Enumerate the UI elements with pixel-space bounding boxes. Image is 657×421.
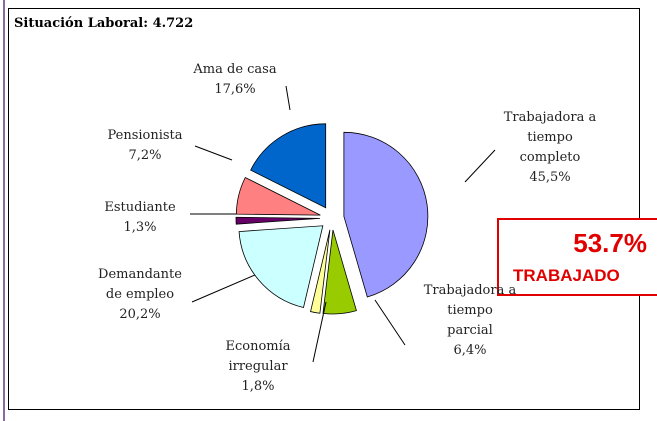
slice-label: Trabajadora a tiempo completo 45,5% [504, 108, 597, 188]
annotation-text: TRABAJADO [513, 266, 620, 285]
pie-slice [322, 229, 357, 315]
slice-value: 1,8% [241, 379, 275, 394]
slice-value: 45,5% [529, 170, 571, 185]
slice-value: 20,2% [119, 307, 161, 322]
pie-slice [235, 216, 321, 225]
slice-label: Pensionista 7,2% [107, 126, 182, 166]
slice-label: Economía irregular 1,8% [225, 337, 290, 397]
slice-value: 6,4% [453, 343, 487, 358]
pie-slice [235, 176, 321, 216]
leader-line [312, 301, 327, 363]
pie-slice [250, 123, 327, 209]
slice-value: 7,2% [128, 148, 162, 163]
slice-category: Trabajadora a tiempo parcial [423, 283, 517, 338]
annotation-box: 53.7% TRABAJADO [497, 218, 657, 296]
pie-slice [310, 229, 331, 314]
slice-label: Demandante de empleo 20,2% [98, 265, 182, 325]
slice-category: Estudiante [104, 200, 176, 215]
pie-slice [238, 225, 324, 308]
annotation-value: 53.7% [573, 228, 647, 258]
slice-label: Ama de casa 17,6% [193, 60, 276, 100]
chart-title: Situación Laboral: 4.722 [14, 16, 194, 31]
slice-category: Economía irregular [225, 339, 291, 374]
slice-value: 1,3% [123, 220, 157, 235]
slice-category: Trabajadora a tiempo completo [503, 110, 597, 165]
side-rule [3, 0, 5, 421]
slice-category: Demandante de empleo [98, 267, 182, 302]
pie-slice [343, 131, 429, 298]
chart-frame [8, 8, 640, 410]
leader-line [191, 274, 256, 303]
slice-label: Trabajadora a tiempo parcial 6,4% [424, 281, 517, 361]
leader-line [464, 149, 496, 183]
leader-line [374, 299, 406, 346]
slice-category: Ama de casa [193, 62, 277, 77]
slice-category: Pensionista [107, 128, 183, 143]
leader-line [285, 85, 291, 111]
slice-label: Estudiante 1,3% [104, 198, 175, 238]
slice-value: 17,6% [214, 82, 256, 97]
leader-line [194, 145, 233, 161]
